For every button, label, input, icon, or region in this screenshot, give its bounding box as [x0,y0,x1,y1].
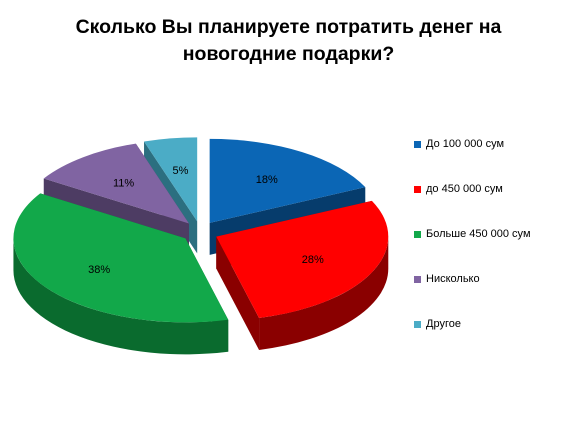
slice-bolshe-450000 [13,193,229,323]
data-label-bolshe-450000: 38% [88,264,110,276]
data-label-niskolko: 11% [113,177,134,189]
slice-drugoe [144,137,198,222]
legend-swatch-do-450000 [414,185,421,193]
legend-item-do-450000: до 450 000 сум [414,181,503,197]
legend-label-do-450000: до 450 000 сум [426,183,503,195]
chart-title: Сколько Вы планируете потратить денег на… [75,16,502,65]
legend-item-drugoe: Другое [414,316,461,332]
slice-do-100000 [209,138,366,223]
legend-label-bolshe-450000: Больше 450 000 сум [426,228,531,240]
slice-rim-do-450000 [259,236,389,350]
legend-swatch-niskolko [414,275,421,283]
legend-label-niskolko: Нисколько [426,273,480,285]
legend-label-do-100000: До 100 000 сум [426,138,505,150]
data-label-do-100000: 18% [256,174,278,186]
legend-swatch-drugoe [414,320,421,328]
slice-rim-bolshe-450000 [13,238,229,355]
legend-swatch-do-100000 [414,140,421,148]
legend-item-niskolko: Нисколько [414,271,480,287]
slice-do-450000 [216,200,389,318]
legend-item-bolshe-450000: Больше 450 000 сум [414,226,531,242]
legend-swatch-bolshe-450000 [414,230,421,238]
slice-labels: 18% 28% 38% 11% 5% [88,165,324,276]
data-label-drugoe: 5% [173,165,189,177]
legend-item-do-100000: До 100 000 сум [414,136,504,152]
slice-niskolko [43,143,189,224]
legend-label-drugoe: Другое [426,318,461,330]
slice-side-do-450000-end [216,236,260,350]
slice-tops [13,137,389,323]
data-label-do-450000: 28% [302,254,324,266]
